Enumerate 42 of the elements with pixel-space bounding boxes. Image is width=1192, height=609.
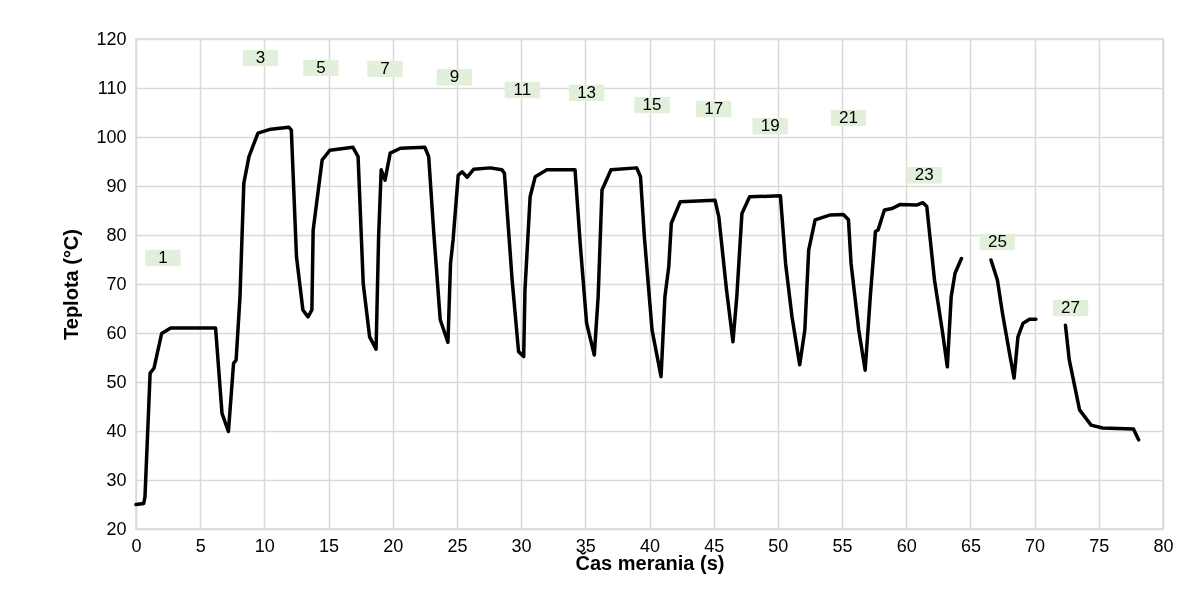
y-tick-label: 60 [106,322,127,343]
x-tick-label: 40 [639,535,661,556]
x-tick-label: 60 [896,535,917,556]
y-tick-label: 100 [96,126,127,147]
annotation: 11 [513,79,532,99]
y-tick-label: 90 [106,175,127,196]
annotation: 17 [704,99,724,119]
annotation: 9 [449,67,460,87]
y-tick-label: 70 [106,273,127,294]
y-axis-title: Teplota (°C) [60,229,83,340]
annotation: 27 [1061,298,1081,318]
y-tick-label: 40 [106,420,127,441]
y-tick-label: 30 [106,469,127,490]
annotation: 21 [839,107,858,127]
annotation: 5 [316,57,326,77]
annotation: 13 [577,82,597,102]
annotation: 1 [158,248,168,268]
y-tick-label: 110 [97,77,127,98]
x-tick-label: 5 [195,535,206,556]
y-tick-label: 20 [106,518,127,539]
annotation: 3 [255,48,266,68]
x-tick-label: 65 [960,535,981,556]
annotation: 25 [987,231,1007,251]
annotation: 7 [380,58,390,78]
x-tick-label: 10 [254,535,275,556]
y-tick-label: 50 [106,371,127,392]
annotation: 23 [914,165,934,185]
annotation: 15 [642,95,662,115]
y-tick-label: 80 [106,224,127,245]
x-tick-label: 25 [447,535,468,556]
x-tick-label: 20 [383,535,404,556]
x-tick-label: 70 [1025,535,1046,556]
x-tick-label: 30 [511,535,532,556]
x-tick-label: 15 [319,535,340,556]
x-tick-label: 0 [131,535,142,556]
y-tick-label: 120 [96,28,127,49]
annotation: 19 [760,116,780,136]
x-tick-label: 75 [1089,535,1110,556]
x-tick-label: 80 [1153,535,1174,556]
x-tick-label: 55 [832,535,853,556]
x-tick-label: 50 [768,535,789,556]
x-tick-label: 45 [704,535,725,556]
